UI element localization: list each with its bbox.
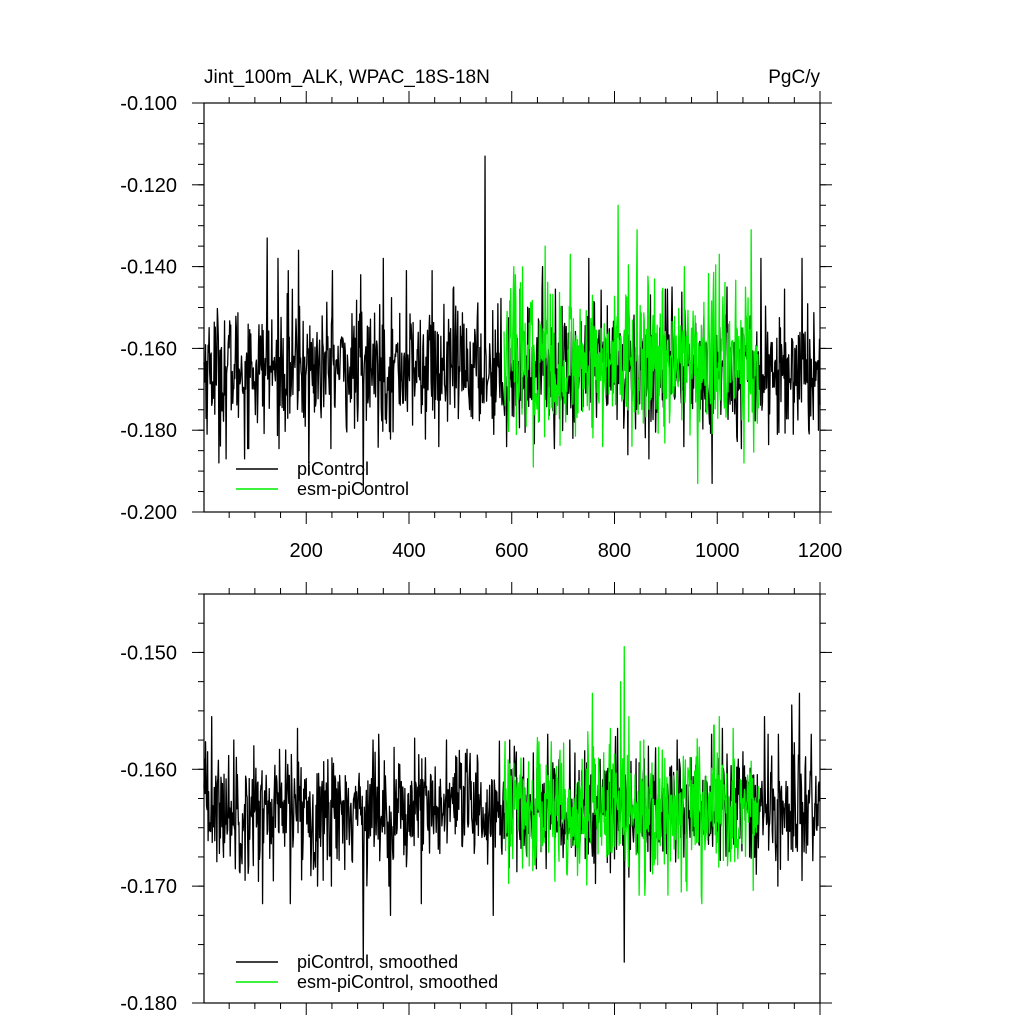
x-tick-label: 200 — [290, 540, 323, 562]
units-label: PgC/y — [768, 67, 820, 88]
y-tick-label: -0.170 — [120, 876, 177, 898]
y-tick-label: -0.140 — [120, 257, 177, 279]
x-tick-label: 1000 — [695, 540, 740, 562]
y-tick-label: -0.180 — [120, 420, 177, 442]
y-tick-label: -0.180 — [120, 993, 177, 1015]
y-tick-label: -0.100 — [120, 93, 177, 115]
x-tick-label: 600 — [495, 540, 528, 562]
legend-label: piControl, smoothed — [297, 952, 458, 972]
y-tick-label: -0.120 — [120, 175, 177, 197]
x-tick-label: 1200 — [798, 540, 843, 562]
y-tick-label: -0.160 — [120, 759, 177, 781]
top-panel: 200 400 600 800 1000 1200 -0.200 -0.180 -0.160 -0… — [120, 91, 842, 562]
x-tick-label: 400 — [392, 540, 425, 562]
x-tick-label: 800 — [598, 540, 631, 562]
y-tick-label: -0.200 — [120, 502, 177, 524]
series-line-esm-picontrol — [503, 204, 759, 485]
legend-label: esm-piControl, smoothed — [297, 972, 498, 992]
series-line-esm-picontrol-smoothed — [503, 645, 759, 905]
legend-label: piControl — [297, 459, 369, 479]
bottom-panel: -0.180 -0.170 -0.160 -0.150 piControl, smoot… — [120, 582, 832, 1015]
left-title: Jint_100m_ALK, WPAC_18S-18N — [204, 67, 490, 88]
legend-label: esm-piControl — [297, 479, 409, 499]
y-tick-label: -0.150 — [120, 642, 177, 664]
series-line-picontrol — [203, 155, 821, 493]
y-tick-label: -0.160 — [120, 338, 177, 360]
